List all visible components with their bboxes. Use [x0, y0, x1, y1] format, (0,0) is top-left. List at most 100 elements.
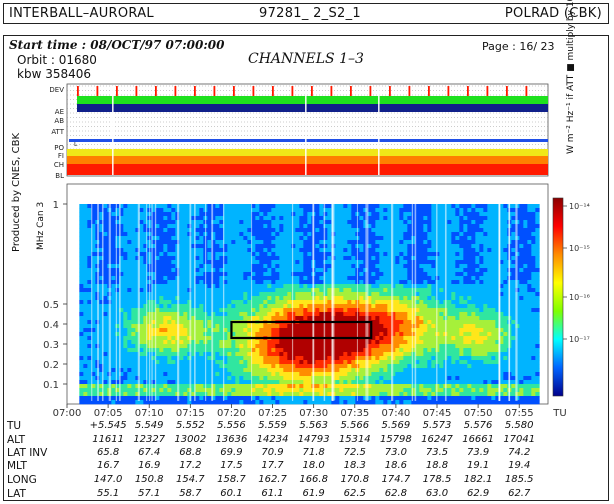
spectrogram-cell: [135, 260, 140, 265]
spectrogram-cell: [251, 316, 256, 321]
spectrogram-cell: [295, 280, 300, 285]
spectrogram-cell: [423, 396, 428, 401]
spectrogram-cell: [87, 308, 92, 313]
spectrogram-cell: [415, 348, 420, 353]
spectrogram-cell: [79, 352, 84, 357]
spectrogram-cell: [239, 316, 244, 321]
spectrogram-cell: [287, 228, 292, 233]
spectrogram-cell: [383, 312, 388, 317]
spectrogram-cell: [431, 248, 436, 253]
spectrogram-cell: [211, 368, 216, 373]
spectrogram-cell: [291, 220, 296, 225]
spectrogram-cell: [451, 352, 456, 357]
spectrogram-cell: [83, 332, 88, 337]
spectrogram-cell: [167, 252, 172, 257]
spectrogram-cell: [403, 208, 408, 213]
spectrogram-cell: [127, 244, 132, 249]
spectrogram-cell: [195, 380, 200, 385]
spectrogram-cell: [139, 260, 144, 265]
spectrogram-cell: [191, 236, 196, 241]
spectrogram-cell: [183, 352, 188, 357]
spectrogram-cell: [223, 252, 228, 257]
spectrogram-cell: [83, 316, 88, 321]
spectrogram-cell: [207, 356, 212, 361]
spectrogram-cell: [463, 288, 468, 293]
spectrogram-cell: [359, 236, 364, 241]
spectrogram-cell: [131, 344, 136, 349]
spectrogram-cell: [451, 288, 456, 293]
spectrogram-cell: [223, 284, 228, 289]
spectrogram-cell: [167, 204, 172, 209]
spectrogram-cell: [123, 340, 128, 345]
spectrogram-cell: [235, 296, 240, 301]
spectrogram-cell: [227, 276, 232, 281]
spectrogram-cell: [339, 368, 344, 373]
spectrogram-cell: [143, 280, 148, 285]
spectrogram-cell: [215, 268, 220, 273]
spectrogram-cell: [155, 356, 160, 361]
spectrogram-cell: [195, 340, 200, 345]
spectrogram-cell: [279, 244, 284, 249]
spectrogram-cell: [87, 300, 92, 305]
spectrogram-cell: [415, 372, 420, 377]
spectrogram-cell: [375, 224, 380, 229]
spectrogram-cell: [191, 212, 196, 217]
spectrogram-cell: [199, 340, 204, 345]
spectrogram-cell: [351, 264, 356, 269]
spectrogram-cell: [235, 212, 240, 217]
att-band: [69, 139, 548, 142]
spectrogram-cell: [179, 352, 184, 357]
spectrogram-cell: [159, 244, 164, 249]
spectrogram-cell: [279, 276, 284, 281]
spectrogram-cell: [183, 268, 188, 273]
spectrogram-cell: [223, 228, 228, 233]
spectrogram-cell: [351, 276, 356, 281]
spectrogram-cell: [295, 272, 300, 277]
spectrogram-cell: [411, 212, 416, 217]
plot-title: CHANNELS 1–3: [248, 51, 364, 67]
spectrogram-cell: [171, 212, 176, 217]
spectrogram-cell: [171, 244, 176, 249]
spectrogram-cell: [467, 388, 472, 393]
spectrogram-cell: [267, 232, 272, 237]
spectrogram-cell: [383, 232, 388, 237]
spectrogram-cell: [179, 308, 184, 313]
spectrogram-cell: [347, 288, 352, 293]
spectrogram-cell: [143, 316, 148, 321]
spectrogram-cell: [231, 276, 236, 281]
spectrogram-cell: [391, 268, 396, 273]
spectrogram-cell: [195, 320, 200, 325]
spectrogram-cell: [399, 380, 404, 385]
spectrogram-cell: [139, 324, 144, 329]
spectrogram-cell: [139, 288, 144, 293]
spectrogram-cell: [235, 228, 240, 233]
spectrogram-cell: [275, 360, 280, 365]
spectrogram-cell: [155, 396, 160, 401]
spectrogram-cell: [467, 376, 472, 381]
spectrogram-cell: [279, 240, 284, 245]
status-panels: DEVAEABATTPOFICHBLLI: [49, 83, 549, 180]
spectrogram-cell: [451, 308, 456, 313]
spectrogram-cell: [259, 364, 264, 369]
spectrogram-cell: [271, 208, 276, 213]
spectrogram-cell: [327, 304, 332, 309]
spectrogram-cell: [399, 352, 404, 357]
spectrogram-cell: [291, 328, 296, 333]
spectrogram-cell: [159, 208, 164, 213]
spectrogram-cell: [391, 304, 396, 309]
spectrogram-cell: [239, 340, 244, 345]
spectrogram-cell: [403, 268, 408, 273]
dev-red-tick: [525, 86, 528, 96]
spectrogram-cell: [259, 372, 264, 377]
spectrogram-cell: [375, 348, 380, 353]
spectrogram-cell: [283, 224, 288, 229]
spectrogram-cell: [295, 224, 300, 229]
spectrogram-cell: [347, 256, 352, 261]
spectrogram-cell: [335, 332, 340, 337]
spectrogram-cell: [283, 228, 288, 233]
spectrogram-cell: [211, 288, 216, 293]
spectrogram-cell: [343, 272, 348, 277]
spectrogram-cell: [171, 292, 176, 297]
spectrogram-cell: [451, 348, 456, 353]
spectrogram-cell: [343, 240, 348, 245]
